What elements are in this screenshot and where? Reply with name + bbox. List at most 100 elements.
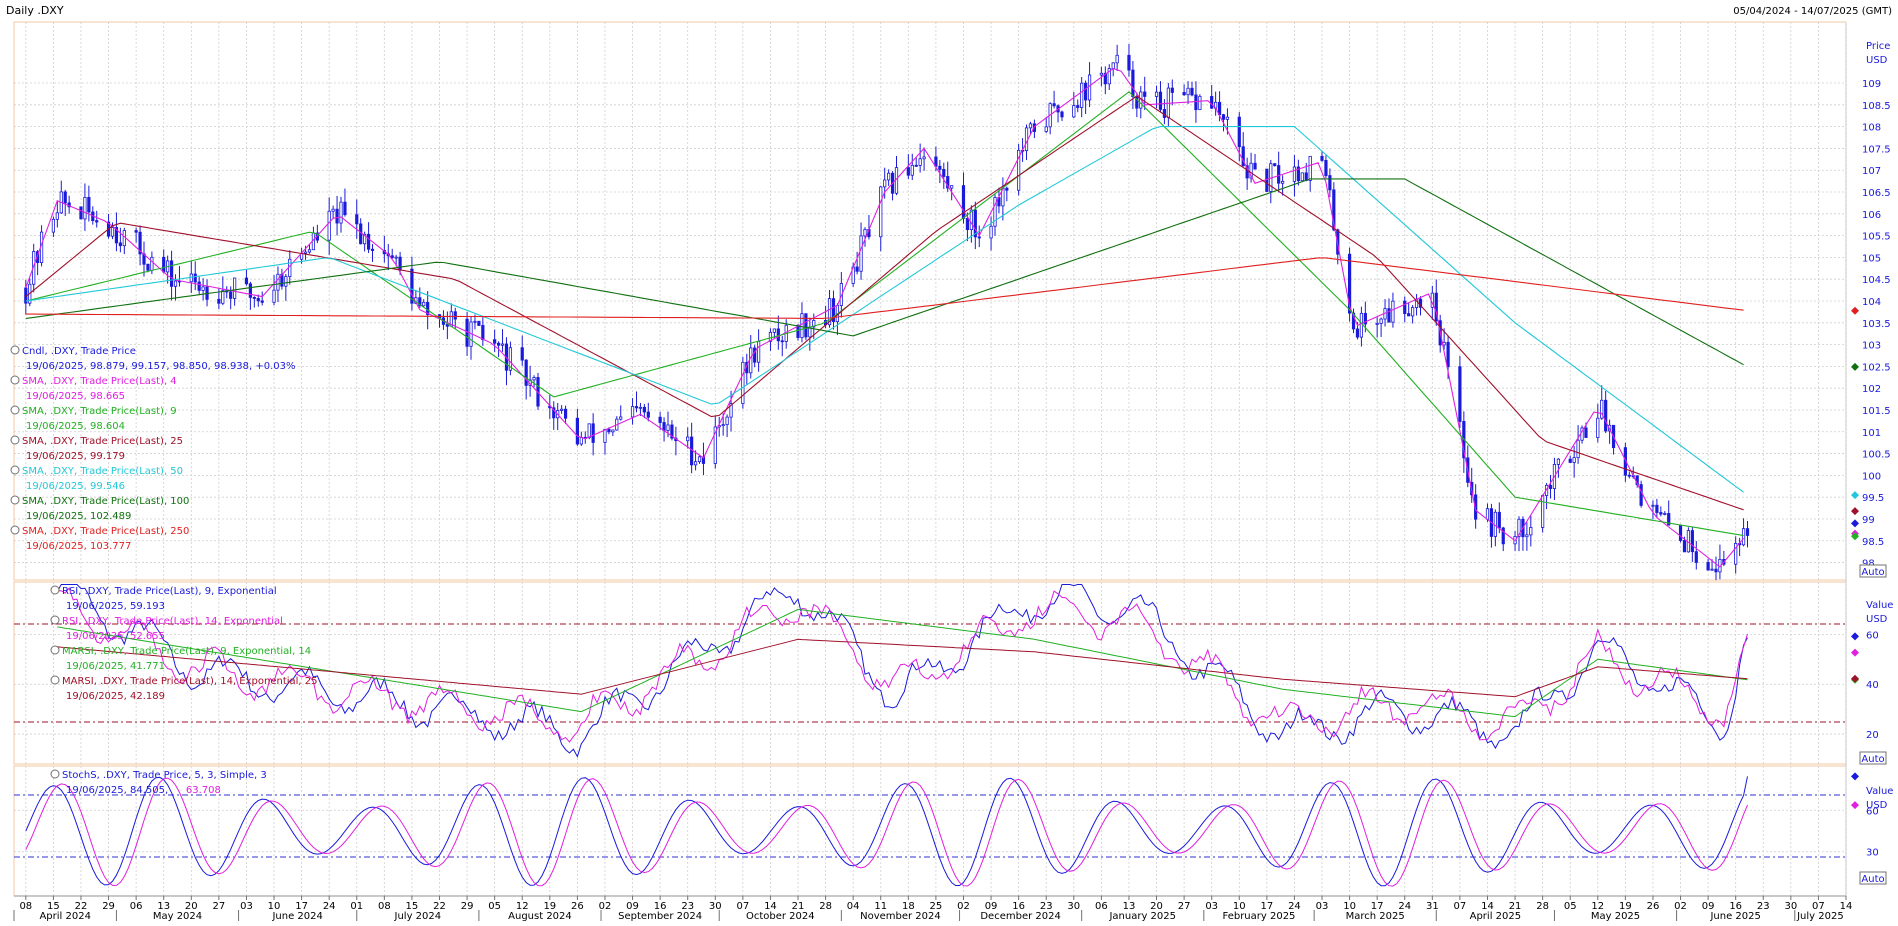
candle-body (946, 176, 950, 189)
price-tick-label: 106.5 (1862, 188, 1891, 199)
price-tick-label: 107.5 (1862, 144, 1891, 155)
price-legend-entry-value: 19/06/2025, 99.179 (26, 451, 125, 462)
price-legend-entry-title: Cndl, .DXY, Trade Price (22, 346, 136, 357)
sma-9-line (25, 91, 1744, 537)
time-month-label: May 2025 (1591, 911, 1640, 922)
time-day-label: 04 (847, 901, 860, 912)
price-tick-label: 102.5 (1862, 362, 1891, 373)
candle-body (1076, 105, 1080, 108)
sma-50-line (25, 126, 1744, 493)
candle-body (197, 281, 201, 291)
time-day-label: 02 (1674, 901, 1687, 912)
price-tick-label: 101 (1862, 428, 1881, 439)
candle-body (1237, 116, 1241, 148)
time-day-label: 30 (1067, 901, 1080, 912)
candle-body (1347, 253, 1352, 314)
candle-body (520, 347, 524, 361)
stoch-axis-title: Value (1866, 786, 1893, 797)
candle-body (1115, 54, 1119, 64)
rsi-legend-entry-icon[interactable] (50, 645, 60, 655)
candle-body (918, 158, 922, 166)
candle-body (1170, 87, 1174, 93)
candle-body (138, 231, 142, 255)
time-day-label: 09 (1702, 901, 1715, 912)
price-legend-entry-icon[interactable] (10, 435, 20, 445)
rsi-auto-button[interactable] (1859, 751, 1887, 765)
candle-body (977, 236, 981, 239)
rsi-legend-entry-icon[interactable] (50, 585, 60, 595)
candle-body (1678, 524, 1683, 541)
time-day-label: 14 (1840, 901, 1853, 912)
price-legend-entry-icon[interactable] (10, 525, 20, 535)
price-auto-button[interactable] (1859, 564, 1887, 578)
candle-body (1556, 458, 1560, 465)
price-axis-unit: USD (1866, 55, 1888, 66)
candle-body (1221, 114, 1226, 120)
candle-body (1497, 511, 1501, 529)
rsi-marker-1 (1851, 648, 1859, 657)
price-legend-entry-title: SMA, .DXY, Trade Price(Last), 100 (22, 496, 189, 507)
candle-body (1418, 298, 1423, 308)
candle-body (426, 301, 430, 316)
time-day-label: 28 (1536, 901, 1549, 912)
stoch-auto-button[interactable] (1859, 871, 1887, 885)
price-legend-entry-icon[interactable] (10, 405, 20, 415)
candle-body (855, 266, 859, 272)
time-month-label: December 2024 (980, 911, 1060, 922)
price-tick-label: 99 (1862, 515, 1875, 526)
candle-body (1458, 366, 1462, 422)
candle-body (331, 208, 335, 212)
candle-body (607, 428, 611, 433)
time-day-label: 24 (1288, 901, 1301, 912)
candle-body (327, 210, 331, 241)
candle-body (1600, 399, 1604, 419)
candle-body (666, 424, 670, 431)
candle-body (1411, 307, 1415, 317)
candle-body (1332, 189, 1336, 231)
time-day-label: 01 (350, 901, 363, 912)
candle-body (938, 165, 942, 170)
candle-body (619, 416, 623, 420)
rsi-legend-entry-icon[interactable] (50, 615, 60, 625)
candle-body (1182, 92, 1186, 96)
candle-body (1734, 543, 1738, 565)
candle-body (1745, 528, 1750, 536)
candle-body (1446, 341, 1450, 368)
candle-body (87, 197, 91, 213)
time-day-label: 30 (709, 901, 722, 912)
price-legend-entry-icon[interactable] (10, 495, 20, 505)
time-month-label: September 2024 (618, 911, 702, 922)
rsi-legend-entry-title: RSI, .DXY, Trade Price(Last), 9, Exponen… (62, 586, 277, 597)
rsi-14-line (57, 586, 1748, 743)
time-day-label: 18 (902, 901, 915, 912)
price-legend-entry-value: 19/06/2025, 98.879, 99.157, 98.850, 98.9… (26, 361, 296, 372)
candle-body (493, 339, 497, 344)
stoch-legend-entry-icon[interactable] (50, 769, 60, 779)
candle-body (863, 229, 867, 237)
candle-body (465, 318, 469, 347)
candle-body (772, 328, 776, 333)
price-legend-entry-value: 19/06/2025, 103.777 (26, 541, 131, 552)
candle-body (1225, 116, 1230, 120)
price-marker-4 (1851, 491, 1859, 500)
price-legend-entry-icon[interactable] (10, 345, 20, 355)
candle-body (1387, 308, 1391, 323)
candle-body (1682, 540, 1687, 553)
candle-body (366, 233, 371, 250)
candle-body (646, 411, 650, 418)
candle-body (883, 179, 887, 188)
candle-body (244, 277, 249, 285)
candle-body (993, 197, 997, 227)
sma-250-line (25, 257, 1744, 319)
price-legend-entry-icon[interactable] (10, 465, 20, 475)
rsi-legend-entry-icon[interactable] (50, 675, 60, 685)
time-day-label: 03 (1316, 901, 1329, 912)
candle-body (51, 218, 55, 233)
candle-body (776, 328, 780, 342)
price-legend-entry-value: 19/06/2025, 99.546 (26, 481, 125, 492)
rsi-legend-entry-title: MARSI, .DXY, Trade Price(Last), 14, Expo… (62, 676, 318, 687)
price-legend-entry-value: 19/06/2025, 98.604 (26, 421, 125, 432)
candle-body (1154, 91, 1159, 97)
price-legend-entry-icon[interactable] (10, 375, 20, 385)
